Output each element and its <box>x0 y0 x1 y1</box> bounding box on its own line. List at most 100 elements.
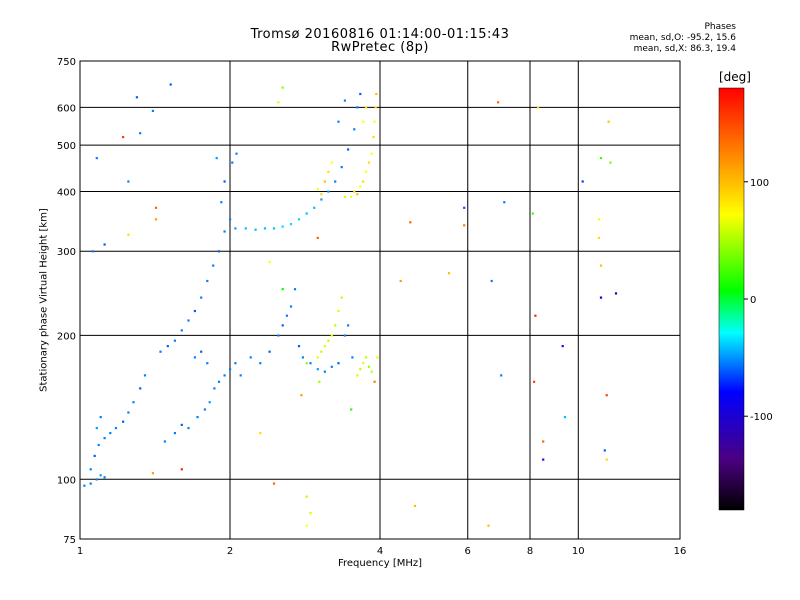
data-point <box>277 101 280 104</box>
data-point <box>305 212 308 215</box>
data-point <box>244 227 247 230</box>
data-point <box>542 458 545 461</box>
data-point <box>359 92 362 96</box>
data-point <box>353 190 356 193</box>
data-point <box>305 524 308 527</box>
data-point <box>254 228 257 231</box>
data-point <box>334 180 337 183</box>
grid <box>80 61 680 539</box>
data-point <box>217 250 221 253</box>
colorbar <box>718 87 745 511</box>
data-point <box>206 362 209 365</box>
data-point <box>597 236 601 239</box>
data-point <box>196 416 199 419</box>
data-point <box>263 227 267 230</box>
data-point <box>109 432 112 435</box>
data-point <box>223 374 226 377</box>
data-point <box>91 250 94 253</box>
data-point <box>151 472 154 475</box>
axis-ticks: 1 2 4 6 8 10 16 75 100 200 300 400 500 600 750 <box>57 57 686 557</box>
y-tick-label: 100 <box>57 475 76 486</box>
data-point <box>268 260 271 264</box>
data-point <box>356 106 359 109</box>
data-point <box>229 218 232 221</box>
data-point <box>103 243 106 246</box>
data-point <box>103 437 106 440</box>
x-tick-label: 1 <box>77 546 83 557</box>
data-point <box>313 206 316 209</box>
data-point <box>154 218 158 221</box>
y-tick-label: 300 <box>57 247 76 258</box>
x-tick-label: 16 <box>674 546 687 557</box>
data-point <box>503 201 506 204</box>
data-point <box>234 362 237 365</box>
chart-title: Tromsø 20160816 01:14:00-01:15:43 <box>250 27 510 42</box>
data-point <box>200 350 203 353</box>
data-point <box>300 394 303 397</box>
data-point <box>215 157 218 160</box>
data-point <box>376 356 379 359</box>
plot-frame <box>79 60 681 540</box>
data-point <box>599 157 603 160</box>
data-point <box>297 218 301 221</box>
data-point <box>208 401 211 404</box>
data-point <box>234 227 237 230</box>
data-point <box>309 512 312 515</box>
data-point <box>297 345 301 348</box>
data-point <box>374 106 377 109</box>
data-point <box>365 170 368 173</box>
data-point <box>614 292 618 295</box>
data-point <box>316 236 319 239</box>
data-point <box>399 279 402 283</box>
data-point <box>132 401 135 404</box>
data-point <box>542 440 545 443</box>
data-point <box>365 356 368 359</box>
data-point <box>316 356 319 359</box>
data-point <box>93 454 96 457</box>
data-point <box>353 128 356 131</box>
data-point <box>463 224 466 227</box>
data-point <box>356 193 359 196</box>
y-tick-label: 600 <box>57 103 76 114</box>
data-point <box>597 218 601 221</box>
data-point <box>581 180 584 183</box>
data-point <box>330 334 333 337</box>
data-point <box>220 201 223 204</box>
data-point <box>309 362 312 365</box>
data-point <box>603 449 606 452</box>
data-point <box>229 368 232 371</box>
data-point <box>359 185 362 188</box>
data-point <box>463 206 466 209</box>
data-point <box>223 180 226 183</box>
data-point <box>285 314 288 317</box>
data-point <box>305 495 308 498</box>
data-point <box>206 279 209 283</box>
data-point <box>212 264 215 267</box>
data-point <box>281 225 284 228</box>
phase-stats-x-mode: mean, sd,X: 86.3, 19.4 <box>633 44 736 54</box>
data-point <box>281 86 284 89</box>
data-point <box>343 195 346 198</box>
data-point <box>259 362 262 365</box>
data-point <box>320 193 323 196</box>
data-point <box>127 411 130 414</box>
phase-stats-o-mode: mean, sd,O: -95.2, 15.6 <box>629 33 736 43</box>
data-point <box>323 370 326 373</box>
data-point <box>490 279 493 283</box>
data-point <box>350 408 353 411</box>
data-point <box>173 432 176 435</box>
data-point <box>340 166 343 169</box>
data-point <box>375 92 378 96</box>
data-point <box>99 416 102 419</box>
data-point <box>193 309 196 313</box>
data-point <box>127 180 130 183</box>
data-point <box>89 468 92 471</box>
data-point <box>351 356 354 359</box>
data-point <box>235 152 238 155</box>
data-point <box>143 374 147 377</box>
data-point <box>347 148 350 151</box>
data-point <box>605 458 608 461</box>
data-point <box>359 368 362 371</box>
phase-stats-heading: Phases <box>704 22 736 32</box>
data-point <box>180 329 183 332</box>
